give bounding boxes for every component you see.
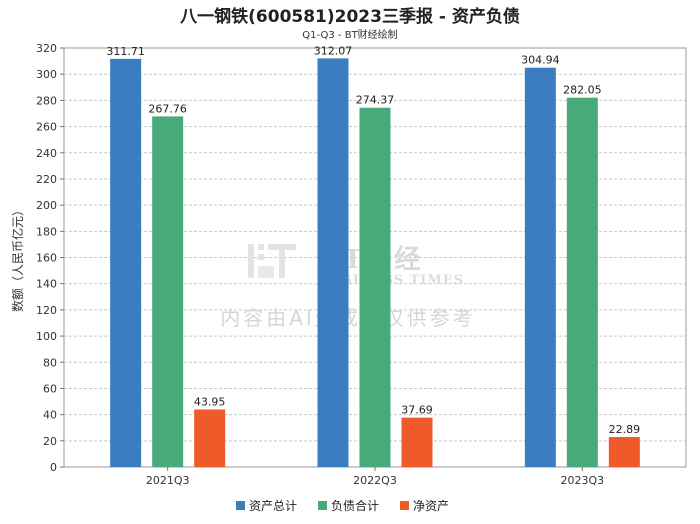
bars — [110, 58, 640, 468]
bar — [317, 58, 349, 468]
y-tick-label: 320 — [36, 42, 57, 55]
x-axis-ticks: 2021Q3 2022Q3 2023Q3 — [146, 467, 604, 487]
watermark-logo-sub: BUSINESS TIMES — [318, 273, 464, 288]
bar — [194, 409, 226, 467]
legend-label: 净资产 — [413, 499, 449, 513]
y-tick-label: 40 — [43, 409, 57, 422]
bar — [152, 116, 184, 468]
legend-label: 负债合计 — [331, 498, 379, 513]
data-label: 37.69 — [401, 404, 433, 417]
data-label: 304.94 — [521, 54, 560, 67]
data-label: 22.89 — [609, 423, 641, 436]
y-tick-label: 240 — [36, 147, 57, 160]
y-tick-label: 80 — [43, 356, 57, 369]
data-label: 274.37 — [356, 94, 395, 107]
y-tick-label: 100 — [36, 330, 57, 343]
bar — [359, 107, 391, 468]
x-tick-label: 2022Q3 — [353, 474, 397, 487]
bar — [524, 67, 556, 468]
data-label: 267.76 — [148, 102, 187, 115]
x-tick-label: 2021Q3 — [146, 474, 190, 487]
legend: 资产总计 负债合计 净资产 — [236, 498, 449, 513]
bar — [401, 417, 433, 467]
chart-title: 八一钢铁(600581)2023三季报 - 资产负债 — [180, 6, 520, 27]
data-label: 43.95 — [194, 395, 226, 408]
y-axis-ticks: 0 20 40 60 80 100 120 140 160 180 200 220 240 260 280 3… — [36, 42, 64, 474]
data-label: 282.05 — [563, 84, 602, 97]
legend-label: 资产总计 — [249, 499, 297, 513]
y-tick-label: 220 — [36, 173, 57, 186]
y-tick-label: 60 — [43, 382, 57, 395]
y-tick-label: 180 — [36, 225, 57, 238]
chart-subtitle: Q1-Q3 - BT财经绘制 — [302, 28, 397, 41]
y-tick-label: 280 — [36, 94, 57, 107]
legend-swatch — [236, 501, 245, 510]
y-tick-label: 160 — [36, 252, 57, 265]
y-tick-label: 140 — [36, 278, 57, 291]
x-tick-label: 2023Q3 — [561, 474, 605, 487]
legend-swatch — [318, 501, 327, 510]
y-tick-label: 200 — [36, 199, 57, 212]
bar — [566, 97, 598, 467]
bar — [608, 437, 640, 467]
watermark-logo-mark — [248, 244, 296, 278]
y-axis-label: 数额（人民币亿元） — [10, 204, 25, 312]
y-tick-label: 120 — [36, 304, 57, 317]
bar — [110, 58, 142, 468]
data-label: 312.07 — [314, 44, 353, 57]
data-labels: 311.71 267.76 43.95 312.07 274.37 37.69 304.94… — [106, 44, 640, 436]
y-tick-label: 20 — [43, 435, 57, 448]
y-tick-label: 0 — [50, 461, 57, 474]
y-tick-label: 260 — [36, 121, 57, 134]
legend-swatch — [400, 501, 409, 510]
data-label: 311.71 — [106, 45, 145, 58]
y-tick-label: 300 — [36, 68, 57, 81]
